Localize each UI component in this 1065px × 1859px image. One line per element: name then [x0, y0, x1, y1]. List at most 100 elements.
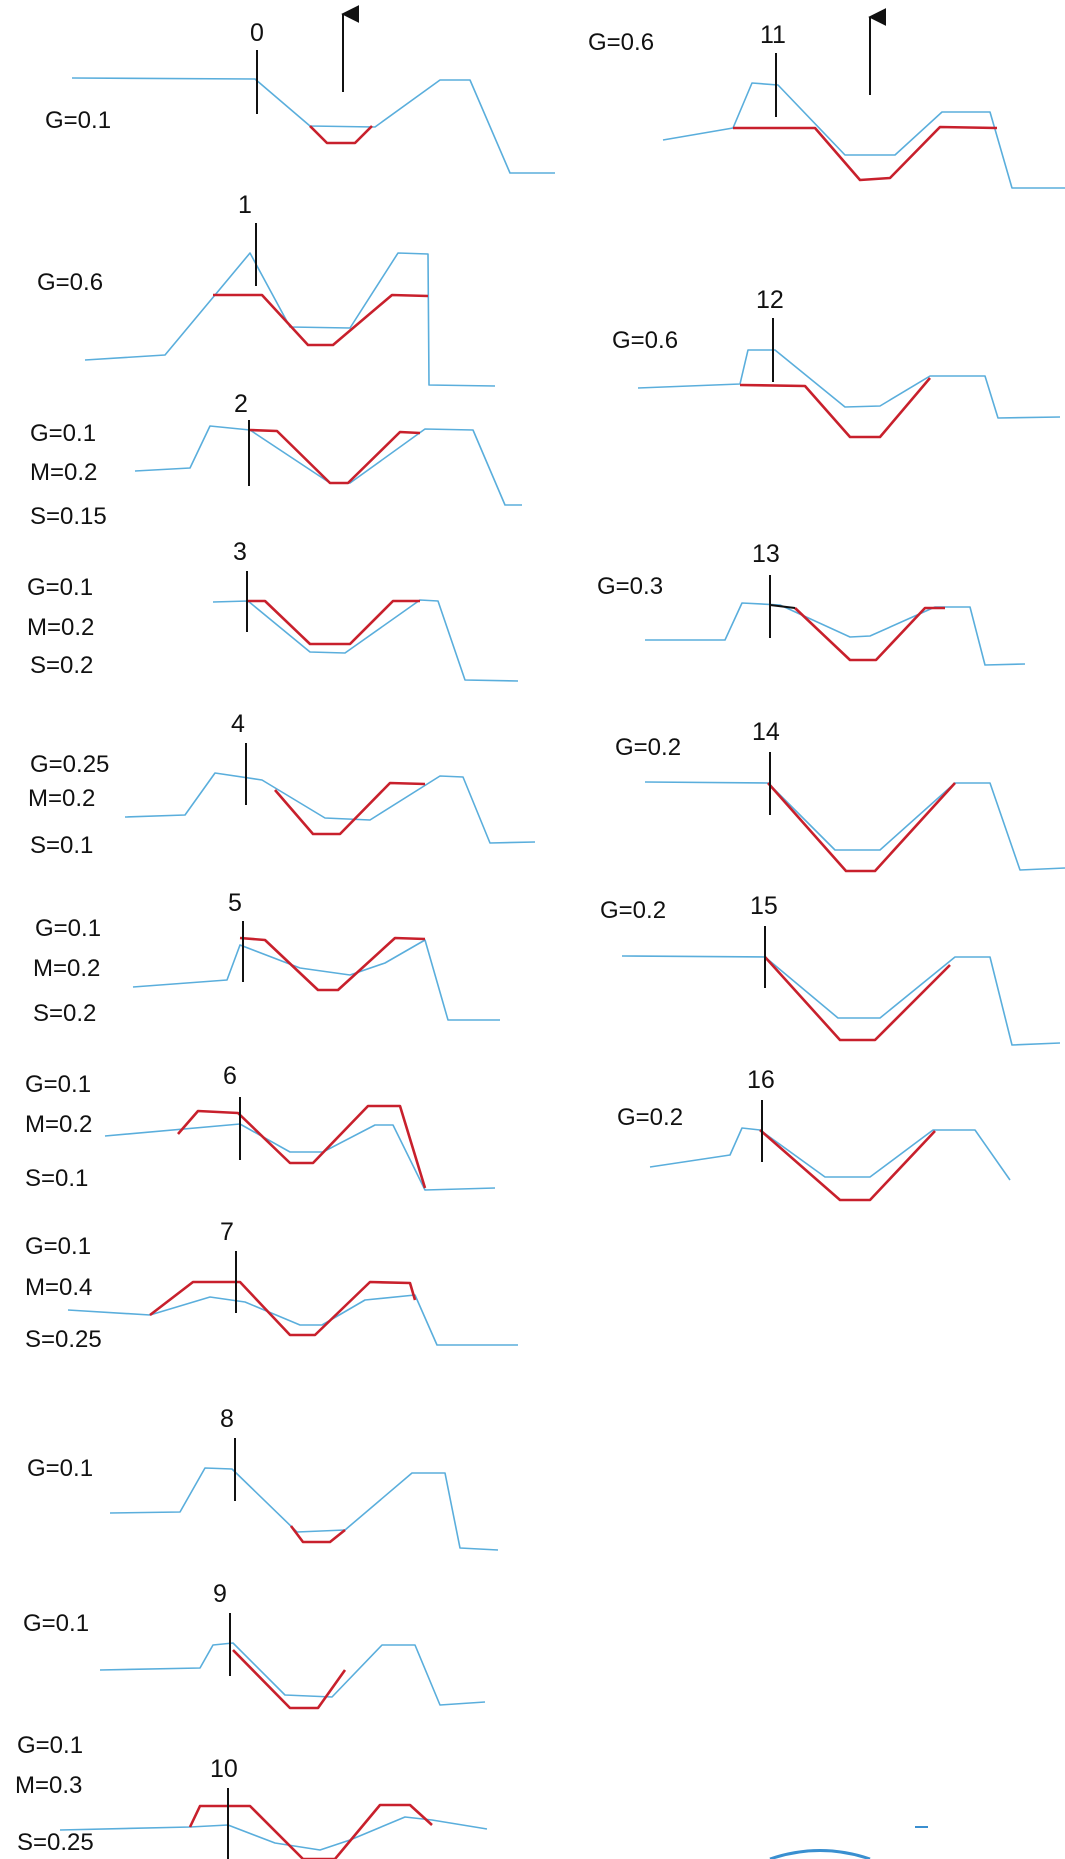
- red-profile-line: [249, 428, 421, 485]
- panel-param-label: S=0.15: [30, 503, 107, 530]
- blue-profile-line: [637, 349, 1061, 419]
- blue-profile-line: [99, 1642, 486, 1706]
- panel-param-label: M=0.2: [28, 785, 95, 812]
- red-profile-line: [274, 781, 426, 836]
- panel-index-label: 8: [220, 1405, 234, 1433]
- red-profile-line: [767, 782, 956, 873]
- blue-profile-line: [649, 1127, 1011, 1181]
- panel-param-label: M=0.2: [30, 459, 97, 486]
- profile-panel-10: 10 G=0.1 M=0.3 S=0.25: [15, 1732, 488, 1859]
- red-profile-line: [213, 293, 429, 347]
- blue-profile-line: [132, 939, 500, 1021]
- red-profile-line: [733, 125, 998, 182]
- red-profile-line: [149, 1280, 417, 1337]
- profile-panel-3: 3 G=0.1 M=0.2 S=0.2: [27, 538, 519, 682]
- panel-param-label: G=0.6: [612, 327, 678, 354]
- profile-panel-13: 13 G=0.3: [597, 540, 1026, 666]
- red-profile-line: [764, 956, 951, 1042]
- blue-profile-line: [124, 772, 536, 844]
- red-profile-line: [248, 599, 420, 646]
- panel-param-label: G=0.1: [27, 574, 93, 601]
- panel-param-label: S=0.1: [25, 1165, 88, 1192]
- panel-param-label: M=0.3: [15, 1772, 82, 1799]
- red-profile-line: [177, 1104, 427, 1189]
- panel-param-label: G=0.6: [37, 269, 103, 296]
- panel-param-label: G=0.2: [617, 1104, 683, 1131]
- blue-profile-line: [644, 781, 1065, 871]
- blue-profile-line: [71, 77, 555, 174]
- profile-panel-16: 16 G=0.2: [617, 1066, 1011, 1202]
- panel-param-label: G=0.1: [23, 1610, 89, 1637]
- blue-profile-line: [621, 955, 1061, 1046]
- blue-profile-line: [109, 1467, 499, 1551]
- blue-profile-line: [134, 425, 522, 506]
- panel-param-label: G=0.1: [35, 915, 101, 942]
- panel-param-label: S=0.2: [30, 652, 93, 679]
- profile-panel-11: 11 G=0.6: [588, 8, 1065, 189]
- profile-panel-2: 2 G=0.1 M=0.2 S=0.15: [30, 390, 522, 530]
- profile-panel-1: 1 G=0.6: [37, 191, 496, 387]
- red-profile-line: [759, 1129, 936, 1202]
- panel-index-label: 3: [233, 538, 247, 566]
- panel-param-label: G=0.2: [600, 897, 666, 924]
- profile-panel-5: 5 G=0.1 M=0.2 S=0.2: [33, 889, 500, 1027]
- red-profile-line: [289, 1525, 346, 1544]
- profile-panel-15: 15 G=0.2: [600, 892, 1061, 1046]
- panel-index-label: 0: [250, 19, 264, 47]
- red-profile-line: [188, 1803, 433, 1859]
- profile-panel-8: 8 G=0.1: [27, 1405, 499, 1551]
- panel-index-label: 15: [750, 892, 778, 920]
- panel-index-label: 11: [760, 21, 786, 49]
- stamp-arc: [769, 1849, 871, 1859]
- red-profile-line: [232, 1649, 347, 1710]
- profile-panel-4: 4 G=0.25 M=0.2 S=0.1: [28, 710, 536, 859]
- stamp-fragment: [769, 1826, 928, 1859]
- panel-index-label: 13: [752, 540, 780, 568]
- profile-panel-7: 7 G=0.1 M=0.4 S=0.25: [25, 1218, 518, 1353]
- panel-param-label: G=0.1: [30, 420, 96, 447]
- panel-param-label: S=0.1: [30, 832, 93, 859]
- panel-param-label: M=0.2: [27, 614, 94, 641]
- blue-profile-line: [212, 599, 519, 682]
- panel-index-label: 6: [223, 1062, 237, 1090]
- profile-panel-12: 12 G=0.6: [612, 286, 1061, 439]
- profile-panel-6: 6 G=0.1 M=0.2 S=0.1: [25, 1062, 496, 1192]
- panel-index-label: 10: [210, 1755, 238, 1783]
- panel-index-label: 5: [228, 889, 242, 917]
- blue-profile-line: [84, 252, 496, 387]
- panel-param-label: G=0.1: [27, 1455, 93, 1482]
- red-profile-line: [739, 377, 931, 439]
- red-profile-line: [794, 606, 945, 662]
- panel-index-label: 9: [213, 1580, 227, 1608]
- panel-index-label: 4: [231, 710, 245, 738]
- blue-profile-line: [645, 602, 1026, 666]
- panel-param-label: S=0.2: [33, 1000, 96, 1027]
- panel-index-label: 1: [238, 191, 252, 219]
- blue-profile-line: [67, 1294, 518, 1346]
- panel-param-label: M=0.4: [25, 1274, 92, 1301]
- black-profile-segment: [769, 604, 796, 609]
- panel-param-label: G=0.3: [597, 573, 663, 600]
- blue-profile-line: [104, 1123, 496, 1191]
- panel-param-label: G=0.6: [588, 29, 654, 56]
- panel-param-label: G=0.25: [30, 751, 109, 778]
- panel-param-label: M=0.2: [33, 955, 100, 982]
- panel-param-label: G=0.1: [25, 1071, 91, 1098]
- panel-param-label: M=0.2: [25, 1111, 92, 1138]
- panel-param-label: S=0.25: [25, 1326, 102, 1353]
- panel-index-label: 14: [752, 718, 780, 746]
- panel-index-label: 12: [756, 286, 784, 314]
- profile-panel-14: 14 G=0.2: [615, 718, 1065, 873]
- blue-profile-line: [59, 1816, 488, 1851]
- panel-index-label: 16: [747, 1066, 775, 1094]
- panel-param-label: G=0.2: [615, 734, 681, 761]
- panel-param-label: G=0.1: [17, 1732, 83, 1759]
- panel-index-label: 2: [234, 390, 248, 418]
- panel-param-label: G=0.1: [25, 1233, 91, 1260]
- red-profile-line: [239, 936, 426, 992]
- blue-profile-line: [662, 82, 1065, 189]
- red-profile-line: [309, 125, 373, 145]
- panel-index-label: 7: [220, 1218, 234, 1246]
- profile-panel-9: 9 G=0.1: [23, 1580, 486, 1710]
